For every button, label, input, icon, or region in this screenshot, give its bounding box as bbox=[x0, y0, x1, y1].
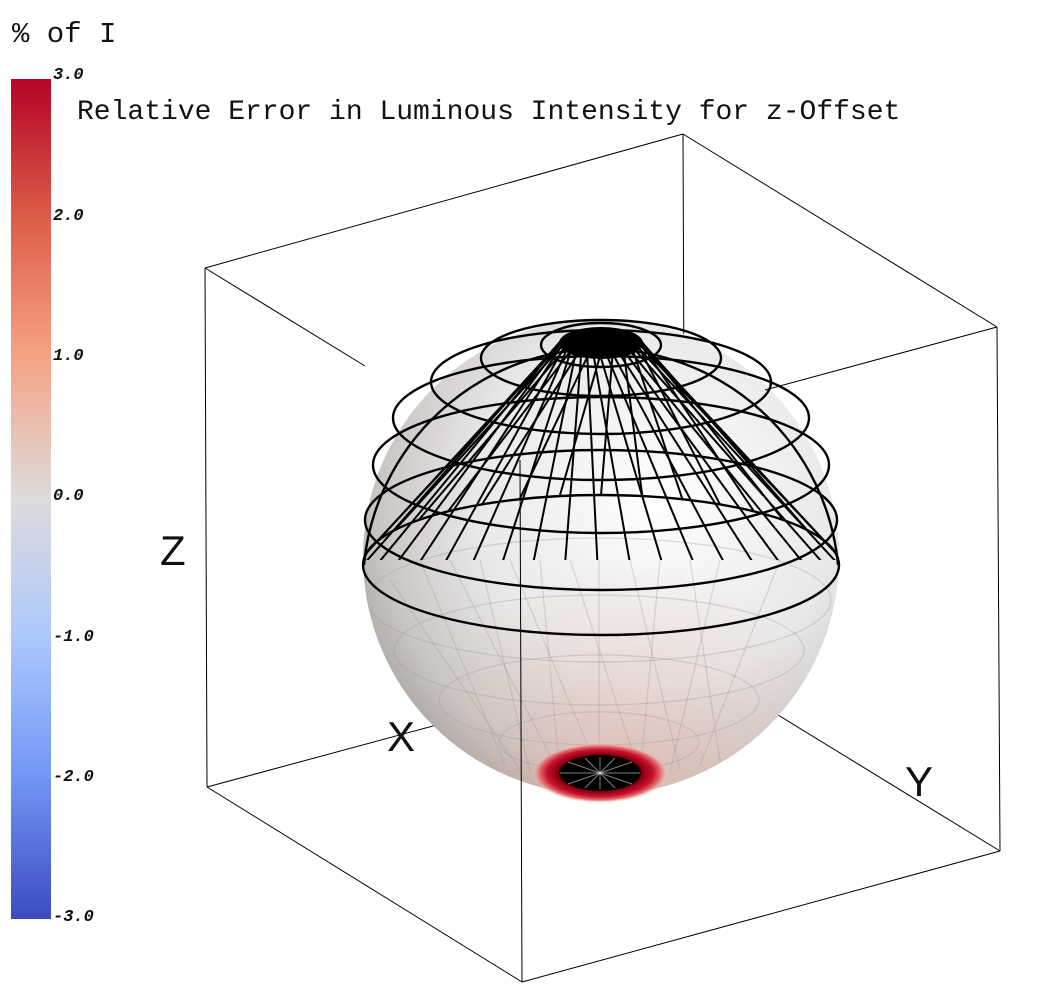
box-edge bbox=[764, 326, 998, 391]
colorbar bbox=[11, 79, 51, 919]
wire-meridian bbox=[606, 357, 694, 560]
wire-meridian bbox=[481, 327, 595, 505]
wire-meridian bbox=[376, 332, 572, 542]
colorbar-tick: -1.0 bbox=[53, 628, 94, 647]
wire-meridian bbox=[379, 339, 563, 560]
box-edge bbox=[204, 133, 684, 269]
colorbar-tick: 0.0 bbox=[53, 487, 84, 506]
bottom-pole-mesh bbox=[560, 757, 640, 789]
z-axis-label: Z bbox=[160, 527, 186, 574]
wire-meridian bbox=[630, 352, 803, 560]
box-edge bbox=[204, 267, 366, 367]
wire-meridian bbox=[634, 349, 822, 560]
wire-meridian bbox=[634, 334, 755, 512]
wire-latitude bbox=[363, 448, 839, 592]
box-edge bbox=[204, 267, 208, 788]
x-axis-label: X bbox=[387, 713, 416, 760]
wire-meridian bbox=[625, 353, 779, 560]
box-edge bbox=[996, 326, 1001, 852]
box-edge bbox=[521, 850, 1001, 983]
box-edge bbox=[519, 459, 523, 983]
y-axis-label: Y bbox=[905, 758, 934, 805]
wire-meridian bbox=[394, 330, 577, 531]
colorbar-tick: -2.0 bbox=[53, 768, 94, 787]
wire-meridian bbox=[639, 344, 837, 554]
wire-meridian bbox=[397, 342, 562, 560]
bounding-box-front bbox=[204, 267, 1001, 983]
wire-latitude bbox=[539, 321, 663, 369]
colorbar-tick: 3.0 bbox=[53, 66, 84, 85]
colorbar-title: % of I bbox=[12, 18, 117, 51]
colorbar-tick: 1.0 bbox=[53, 347, 84, 366]
colorbar-tick: -3.0 bbox=[53, 908, 94, 927]
wire-meridian bbox=[625, 331, 684, 500]
wire-meridian bbox=[472, 350, 568, 560]
wire-meridian bbox=[620, 329, 644, 497]
wire-meridian bbox=[630, 332, 721, 505]
box-edge bbox=[206, 786, 523, 983]
wire-meridian bbox=[447, 328, 589, 513]
box-edge bbox=[682, 133, 998, 328]
wire-meridian bbox=[564, 355, 582, 560]
wire-meridian bbox=[593, 357, 631, 560]
top-pole-cap bbox=[559, 327, 643, 359]
wire-meridian bbox=[502, 352, 572, 560]
wire-meridians bbox=[365, 327, 837, 560]
wire-meridian bbox=[417, 329, 582, 521]
colorbar-tick: 2.0 bbox=[53, 207, 84, 226]
wire-meridian bbox=[586, 357, 599, 560]
plot-title: Relative Error in Luminous Intensity for… bbox=[77, 97, 901, 128]
wire-meridian bbox=[613, 356, 724, 560]
